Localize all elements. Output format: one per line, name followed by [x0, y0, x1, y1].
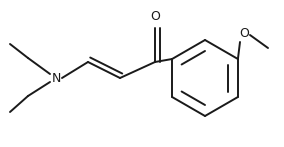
- Text: N: N: [51, 71, 61, 85]
- Text: O: O: [239, 26, 249, 40]
- Text: O: O: [150, 10, 160, 22]
